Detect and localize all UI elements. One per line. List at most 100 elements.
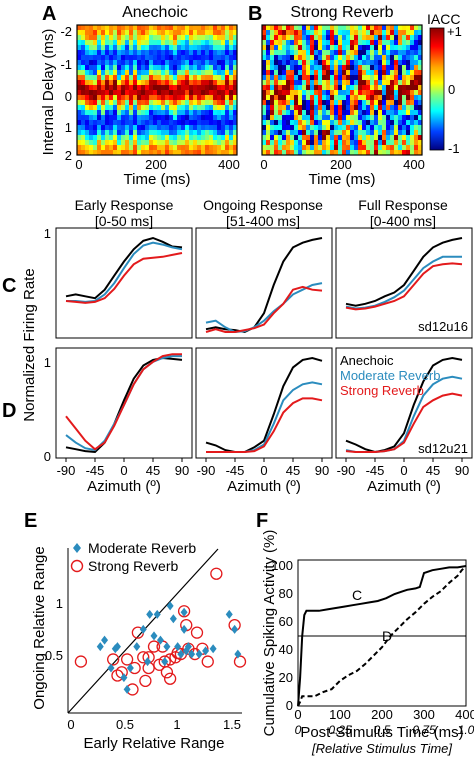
heat-cell bbox=[133, 150, 138, 156]
heat-cell bbox=[157, 45, 162, 51]
heat-cell bbox=[145, 25, 150, 31]
heat-cell bbox=[398, 85, 403, 91]
heat-cell bbox=[125, 130, 130, 136]
heat-cell bbox=[173, 150, 178, 156]
heat-cell bbox=[326, 30, 331, 36]
heat-cell bbox=[157, 145, 162, 151]
heat-cell bbox=[101, 125, 106, 131]
heat-cell bbox=[370, 130, 375, 136]
heat-cell bbox=[121, 105, 126, 111]
heat-cell bbox=[221, 30, 226, 36]
ytick-zero: 0 bbox=[44, 449, 51, 464]
heat-cell bbox=[125, 95, 130, 101]
heat-cell bbox=[274, 105, 279, 111]
ytick: 2 bbox=[65, 148, 72, 163]
heat-cell bbox=[278, 90, 283, 96]
heat-cell bbox=[278, 70, 283, 76]
heat-cell bbox=[233, 65, 238, 71]
heat-cell bbox=[406, 25, 411, 31]
heat-cell bbox=[390, 110, 395, 116]
heat-cell bbox=[286, 75, 291, 81]
heat-cell bbox=[89, 25, 94, 31]
azimuth-tick-label: 0 bbox=[120, 463, 127, 478]
heat-cell bbox=[125, 55, 130, 61]
heat-cell bbox=[358, 145, 363, 151]
heat-cell bbox=[197, 100, 202, 106]
heat-cell bbox=[189, 145, 194, 151]
heat-cell bbox=[274, 45, 279, 51]
heat-cell bbox=[362, 45, 367, 51]
heat-cell bbox=[105, 115, 110, 121]
heat-cell bbox=[137, 150, 142, 156]
heat-cell bbox=[217, 70, 222, 76]
heat-cell bbox=[193, 75, 198, 81]
heat-cell bbox=[225, 120, 230, 126]
heat-cell bbox=[406, 80, 411, 86]
xtick: 200 bbox=[371, 707, 393, 722]
heat-cell bbox=[390, 50, 395, 56]
heat-cell bbox=[233, 115, 238, 121]
heat-cell bbox=[137, 60, 142, 66]
heat-cell bbox=[290, 140, 295, 146]
heat-cell bbox=[314, 50, 319, 56]
heat-cell bbox=[306, 45, 311, 51]
heat-cell bbox=[149, 85, 154, 91]
heat-cell bbox=[185, 110, 190, 116]
heat-cell bbox=[153, 110, 158, 116]
heat-cell bbox=[137, 75, 142, 81]
heat-cell bbox=[133, 40, 138, 46]
heat-cell bbox=[221, 100, 226, 106]
heat-cell bbox=[185, 100, 190, 106]
heat-cell bbox=[205, 40, 210, 46]
heatmap-a-xticks: 0 200 400 bbox=[75, 157, 239, 172]
heat-cell bbox=[77, 130, 82, 136]
heat-cell bbox=[390, 65, 395, 71]
heat-cell bbox=[205, 145, 210, 151]
heat-cell bbox=[117, 85, 122, 91]
heat-cell bbox=[350, 65, 355, 71]
heat-cell bbox=[362, 80, 367, 86]
heat-cell bbox=[346, 40, 351, 46]
heat-cell bbox=[354, 135, 359, 141]
heat-cell bbox=[414, 65, 419, 71]
heat-cell bbox=[290, 110, 295, 116]
heat-cell bbox=[221, 80, 226, 86]
heat-cell bbox=[278, 30, 283, 36]
heat-cell bbox=[410, 35, 415, 41]
heat-cell bbox=[290, 115, 295, 121]
heat-cell bbox=[121, 70, 126, 76]
heat-cell bbox=[165, 85, 170, 91]
heat-cell bbox=[318, 25, 323, 31]
moderate-reverb-point bbox=[180, 607, 188, 617]
heat-cell bbox=[189, 50, 194, 56]
heat-cell bbox=[221, 150, 226, 156]
heat-cell bbox=[374, 100, 379, 106]
heat-cell bbox=[105, 70, 110, 76]
heat-cell bbox=[382, 120, 387, 126]
heat-cell bbox=[262, 140, 267, 146]
heat-cell bbox=[77, 115, 82, 121]
heat-cell bbox=[382, 135, 387, 141]
heat-cell bbox=[145, 95, 150, 101]
heat-cell bbox=[193, 55, 198, 61]
heat-cell bbox=[149, 40, 154, 46]
heat-cell bbox=[145, 130, 150, 136]
heat-cell bbox=[125, 85, 130, 91]
heat-cell bbox=[378, 80, 383, 86]
heat-cell bbox=[374, 135, 379, 141]
heat-cell bbox=[262, 130, 267, 136]
heat-cell bbox=[398, 90, 403, 96]
heat-cell bbox=[77, 150, 82, 156]
heat-cell bbox=[290, 30, 295, 36]
heat-cell bbox=[262, 100, 267, 106]
heat-cell bbox=[398, 40, 403, 46]
heat-cell bbox=[201, 145, 206, 151]
heat-cell bbox=[270, 65, 275, 71]
heat-cell bbox=[394, 135, 399, 141]
heat-cell bbox=[165, 150, 170, 156]
legend-anechoic: Anechoic bbox=[340, 353, 394, 368]
heat-cell bbox=[362, 95, 367, 101]
heat-cell bbox=[193, 35, 198, 41]
heat-cell bbox=[318, 140, 323, 146]
heat-cell bbox=[338, 35, 343, 41]
